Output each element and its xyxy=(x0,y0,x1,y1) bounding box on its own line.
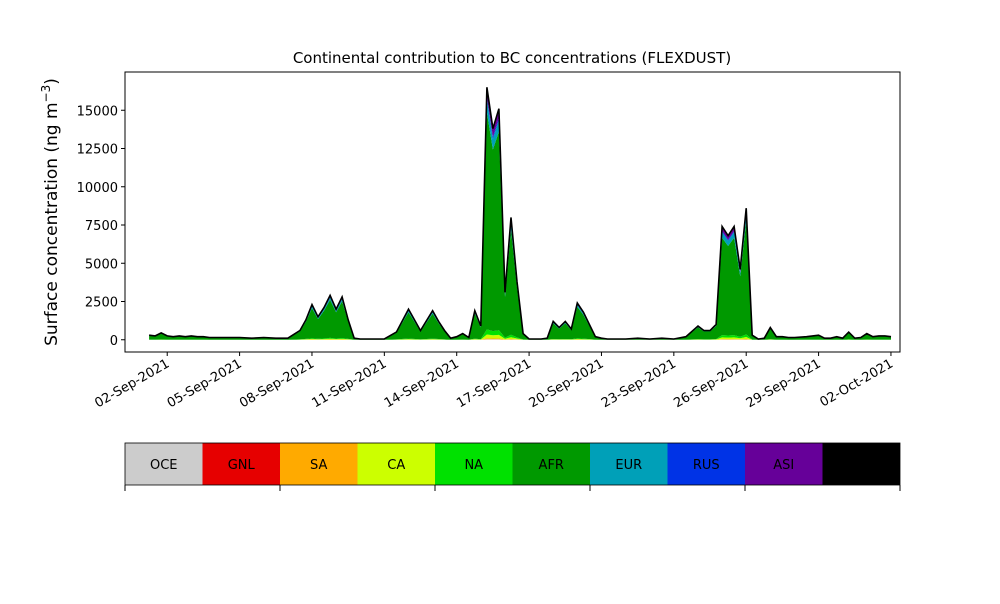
y-tick-label: 15000 xyxy=(77,104,118,119)
legend-swatch-eur xyxy=(590,443,668,485)
legend-label-oce: OCE xyxy=(150,458,178,473)
chart-title: Continental contribution to BC concentra… xyxy=(293,49,731,67)
y-axis-label-exponent: −3 xyxy=(39,85,53,103)
x-tick-label: 02-Oct-2021 xyxy=(818,356,896,410)
y-axis-label-suffix: ) xyxy=(42,78,62,85)
legend-label-na: NA xyxy=(464,458,483,473)
legend-label-afr: AFR xyxy=(539,458,564,473)
legend-label-sa: SA xyxy=(310,458,327,473)
y-tick-label: 5000 xyxy=(85,257,118,272)
y-tick-label: 10000 xyxy=(77,181,118,196)
legend-swatch-afr xyxy=(512,443,590,485)
plot-frame xyxy=(124,71,901,353)
x-tick-label: 20-Sep-2021 xyxy=(527,356,607,411)
x-tick-label: 26-Sep-2021 xyxy=(671,356,751,411)
total-line xyxy=(149,87,892,340)
x-tick-label: 05-Sep-2021 xyxy=(165,356,245,411)
legend-label-asi: ASI xyxy=(773,458,794,473)
x-tick-label: 08-Sep-2021 xyxy=(237,356,317,411)
legend-colorbar: OCE GNL SA CA NA AFR EUR RUS ASI AUS xyxy=(124,442,901,491)
x-tick-label: 23-Sep-2021 xyxy=(599,356,679,411)
x-tick-label: 14-Sep-2021 xyxy=(382,356,462,411)
legend-swatch-asi xyxy=(745,443,823,485)
legend-swatch-gnl xyxy=(202,443,280,485)
y-axis-label: Surface concentration (ng m−3) xyxy=(39,78,62,346)
legend-swatch-sa xyxy=(280,443,358,485)
x-axis: 02-Sep-202105-Sep-202108-Sep-202111-Sep-… xyxy=(92,352,896,411)
y-tick-label: 2500 xyxy=(85,296,118,311)
legend-label-eur: EUR xyxy=(615,458,642,473)
legend-label-rus: RUS xyxy=(693,458,720,473)
legend-swatch-aus xyxy=(822,443,900,485)
legend-swatch-oce xyxy=(125,443,203,485)
x-tick-label: 11-Sep-2021 xyxy=(310,356,390,411)
y-axis: 0 2500 5000 7500 10000 12500 15000 xyxy=(77,104,125,349)
legend-label-ca: CA xyxy=(387,458,405,473)
y-tick-label: 7500 xyxy=(85,219,118,234)
x-tick-label: 17-Sep-2021 xyxy=(454,356,534,411)
area-oce xyxy=(149,339,892,340)
x-tick-label: 29-Sep-2021 xyxy=(744,356,824,411)
legend-label-gnl: GNL xyxy=(228,458,256,473)
y-tick-label: 12500 xyxy=(77,143,118,158)
y-axis-label-text: Surface concentration (ng m xyxy=(42,102,62,345)
x-tick-label: 02-Sep-2021 xyxy=(92,356,172,411)
legend-swatch-rus xyxy=(667,443,745,485)
plot-stacked-areas xyxy=(149,87,892,340)
legend-swatch-na xyxy=(435,443,513,485)
legend-label-aus: AUS xyxy=(848,458,875,473)
legend-swatch-ca xyxy=(357,443,435,485)
y-tick-label: 0 xyxy=(110,334,118,349)
legend-frame xyxy=(124,442,901,486)
